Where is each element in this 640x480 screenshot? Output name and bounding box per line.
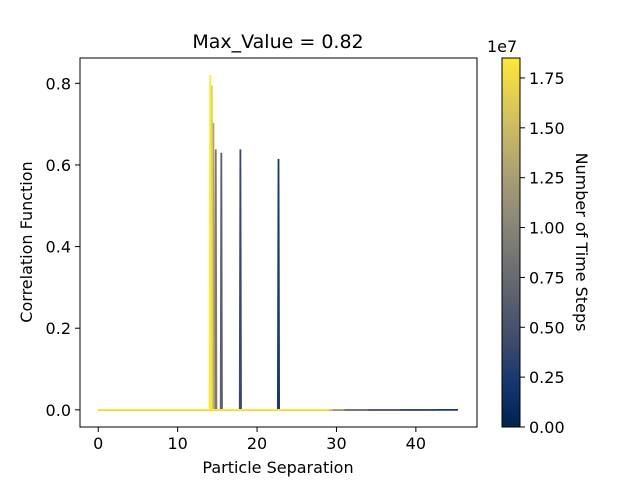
- x-tick-label: 30: [326, 434, 346, 453]
- x-tick-label: 0: [93, 434, 103, 453]
- y-tick-label: 0.2: [46, 319, 71, 338]
- colorbar-tick-label: 1.75: [529, 69, 565, 88]
- x-tick-label: 40: [406, 434, 426, 453]
- colorbar-ticks: 0.00 0.25 0.50 0.75 1.00 1.25 1.50 1.75: [520, 69, 565, 437]
- x-axis-label: Particle Separation: [202, 458, 353, 477]
- colorbar-tick-label: 1.25: [529, 169, 565, 188]
- y-axis: 0.0 0.2 0.4 0.6 0.8: [46, 74, 80, 420]
- colorbar-offset-label: 1e7: [487, 37, 517, 56]
- chart-title: Max_Value = 0.82: [192, 31, 363, 53]
- y-axis-label: Correlation Function: [17, 161, 36, 322]
- colorbar-tick-label: 1.00: [529, 219, 565, 238]
- y-tick-label: 0.8: [46, 74, 71, 93]
- x-axis: 0 10 20 30 40: [93, 427, 426, 453]
- x-tick-label: 20: [247, 434, 267, 453]
- colorbar-tick-label: 0.00: [529, 418, 565, 437]
- y-tick-label: 0.4: [46, 238, 71, 257]
- colorbar-tick-label: 1.50: [529, 119, 565, 138]
- colorbar-tick-label: 0.25: [529, 368, 565, 387]
- colorbar-tick-label: 0.50: [529, 318, 565, 337]
- colorbar: [501, 57, 521, 428]
- series-line-3: [98, 152, 400, 411]
- y-tick-label: 0.6: [46, 156, 71, 175]
- series-line-1: [98, 158, 458, 411]
- y-tick-label: 0.0: [46, 401, 71, 420]
- series-layer: [98, 75, 458, 411]
- x-tick-label: 10: [167, 434, 187, 453]
- plot-frame: [79, 57, 478, 428]
- series-line-2: [98, 149, 436, 411]
- colorbar-tick-label: 0.75: [529, 268, 565, 287]
- series-line-4: [98, 149, 369, 411]
- series-line-7: [98, 75, 329, 411]
- colorbar-label: Number of Time Steps: [572, 153, 591, 332]
